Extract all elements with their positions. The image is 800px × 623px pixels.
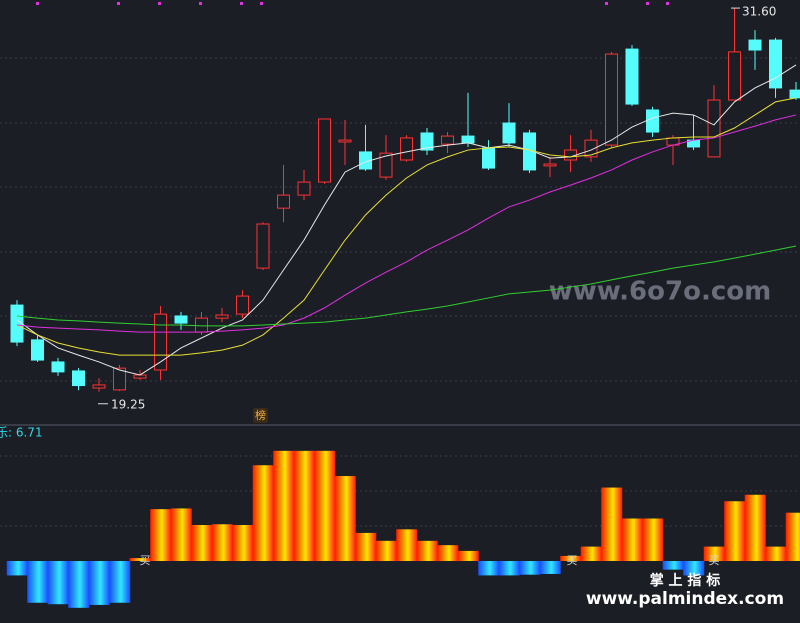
indicator-bar [68,561,90,608]
indicator-bar [519,561,541,575]
candle-body [584,139,598,158]
brand: 掌 上 指 标 [650,572,721,589]
indicator-bar [703,546,725,562]
indicator-bar [396,529,418,562]
candle-body [72,370,85,387]
grid [0,57,800,527]
watermark-group: www.6o7o.com [549,277,771,307]
indicator-bar [785,512,800,562]
buy-signal: 买 [567,554,578,567]
indicator-bar [27,561,49,603]
moving-average [16,114,797,333]
indicator-bar [293,450,315,562]
indicator-bar [334,476,356,562]
candle-body [154,313,167,371]
indicator-bar [662,561,684,570]
indicator-bar [560,555,582,562]
indicator-bar [211,524,233,562]
site: www.palmindex.com [586,589,784,609]
candle-body [236,295,249,315]
indicator-bar [580,546,602,562]
indicator-bar [457,550,479,562]
candle-body [543,163,557,167]
candle-body [31,339,44,361]
candle-body [789,89,800,99]
indicator-bar [252,465,274,562]
candle-body [748,39,762,51]
candle-body [646,109,659,133]
indicator-bar [375,540,397,562]
indicator-bar [498,561,520,576]
indicator-bar [765,546,787,562]
candle-body [338,139,352,143]
indicator-bar [109,561,131,603]
indicator-bar [621,518,643,562]
indicator-bar [539,561,561,574]
candle-body [707,99,721,158]
candle-body [174,315,188,324]
candle-body [420,132,434,151]
candle-body [10,304,24,343]
indicator-bar [355,532,377,562]
indicator-bar [724,501,746,562]
indicator-bar [437,545,459,562]
indicator-bar [744,494,766,562]
indicator-bar [88,561,110,605]
candle-body [256,223,270,269]
candle-body [195,317,208,333]
tag-box [253,408,268,423]
candle-body [461,135,475,144]
candle-body [297,181,311,196]
low-label: 19.25 [111,397,145,411]
moving-average [16,64,797,376]
indicator-label: 乐: 6.71 [0,426,43,440]
indicator-bar [478,561,500,576]
indicator-bar [232,525,254,562]
candle-body [400,137,413,161]
moving-average [16,97,797,356]
indicator-bar [191,525,213,562]
candle-body [728,51,741,101]
indicator-bar [416,540,438,562]
indicator-bar [6,561,28,576]
watermark: www.6o7o.com [549,277,771,307]
candle-body [215,314,229,319]
candle-body [605,53,618,146]
candle-body [277,194,290,209]
candle-body [769,39,782,89]
candle-body [482,147,495,169]
buy-signal: 买 [709,554,720,567]
high-label: 31.60 [742,5,776,19]
candle-body [113,367,126,391]
indicator-bar [601,487,623,562]
candle-body [51,361,65,373]
indicator-bar [273,450,295,562]
indicator-bar [170,508,192,562]
indicator-bar [642,518,664,562]
indicator-bar [47,561,69,605]
buy-signal: 买 [140,554,151,567]
candle-body [625,48,639,105]
indicator-bar [314,450,336,562]
candle-body [92,384,106,389]
indicator-bar [129,558,151,562]
tag: 榜 [255,408,266,422]
candle-body [379,152,393,178]
indicator-bar [683,561,705,576]
candle-body [318,118,331,183]
moving-average [16,245,797,327]
top-dots [36,2,669,5]
candle-body [441,135,454,145]
indicator-bar [150,509,172,562]
candle-body [502,122,516,144]
